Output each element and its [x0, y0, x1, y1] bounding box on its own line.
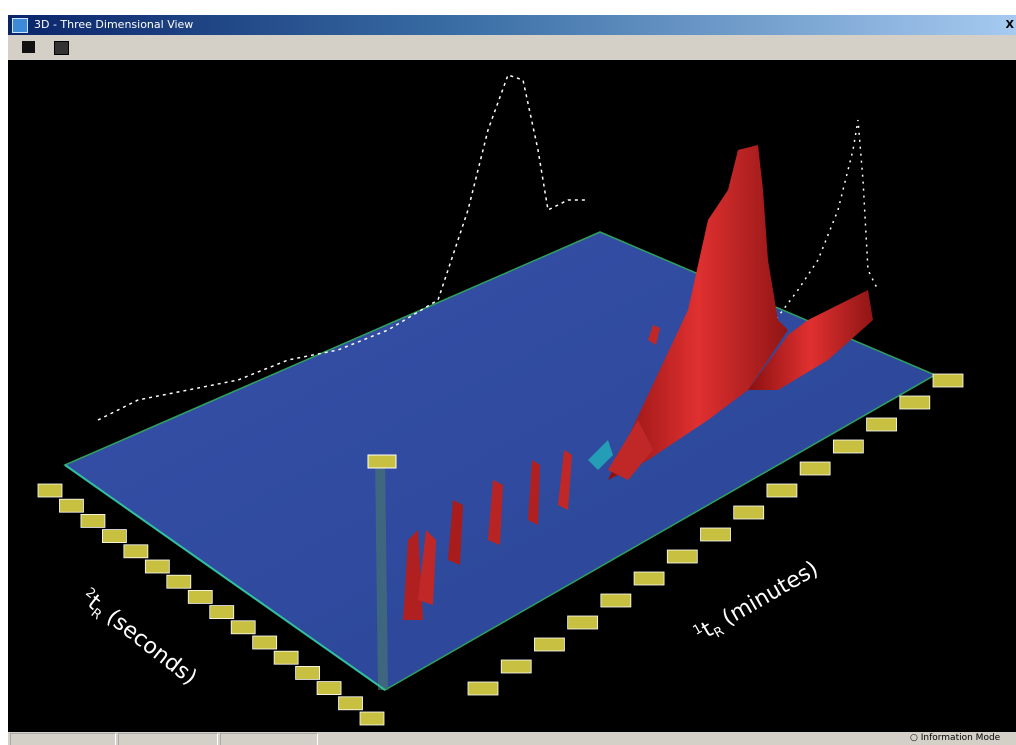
axis-ticks: [37, 483, 385, 726]
window-title: 3D - Three Dimensional View: [34, 18, 194, 31]
window-icon: [12, 18, 28, 33]
tick-box: [666, 549, 698, 564]
tick-box: [359, 711, 385, 726]
tick-box: [633, 571, 665, 586]
save-button[interactable]: [54, 41, 69, 55]
peaks: [403, 145, 873, 620]
tick-box: [316, 681, 342, 695]
toolbar: [8, 35, 1016, 60]
open-button[interactable]: [22, 41, 35, 53]
tick-box: [187, 590, 213, 604]
tick-box: [932, 373, 964, 388]
plot-view: 2tR(seconds) 1tR(minutes): [8, 60, 1016, 732]
tick-box: [899, 395, 931, 410]
plot-3d: 2tR(seconds) 1tR(minutes): [37, 74, 964, 726]
tick-box: [600, 593, 632, 608]
axis-unit: (minutes): [718, 556, 822, 631]
tick-box: [500, 659, 532, 674]
tick-box: [700, 527, 731, 542]
edge: [64, 464, 386, 691]
status-panel: [10, 733, 116, 745]
tick-box: [252, 635, 278, 650]
tick-box: [367, 454, 397, 469]
surface-plane: [63, 231, 937, 691]
tick-box: [799, 461, 831, 476]
axis-label: 2tR(seconds): [74, 585, 201, 693]
tick-box: [567, 615, 599, 630]
tick-box: [338, 696, 363, 711]
tick-box: [123, 544, 149, 559]
mode-radio[interactable]: ○ Information Mode: [910, 733, 1001, 743]
tick-box: [80, 513, 106, 528]
status-panel: [220, 733, 318, 745]
axis-unit: (seconds): [101, 605, 201, 691]
tick-box: [166, 574, 192, 589]
tick-box: [273, 650, 299, 665]
axis-label: 1tR(minutes): [691, 556, 825, 649]
tick-box: [766, 483, 798, 498]
tick-box: [832, 439, 864, 454]
tick-box: [534, 637, 565, 652]
cursor-wall: [375, 455, 388, 690]
mode-label: Information Mode: [920, 733, 1001, 743]
status-bar: ○ Information Mode: [8, 732, 1016, 745]
profile-trace: [97, 74, 588, 421]
tick-box: [144, 559, 170, 574]
title-bar: 3D - Three Dimensional View X: [8, 15, 1016, 35]
tick-box: [59, 498, 84, 513]
tick-box: [209, 605, 235, 619]
status-panel: [118, 733, 218, 745]
tick-box: [295, 666, 321, 680]
tick-box: [467, 681, 499, 696]
tick-box: [733, 505, 765, 520]
tick-box: [230, 620, 256, 635]
tick-box: [866, 417, 897, 432]
close-button[interactable]: X: [1005, 18, 1014, 31]
tick-box: [102, 529, 127, 544]
axis-ticks: [467, 373, 964, 696]
tick-box: [37, 483, 63, 498]
